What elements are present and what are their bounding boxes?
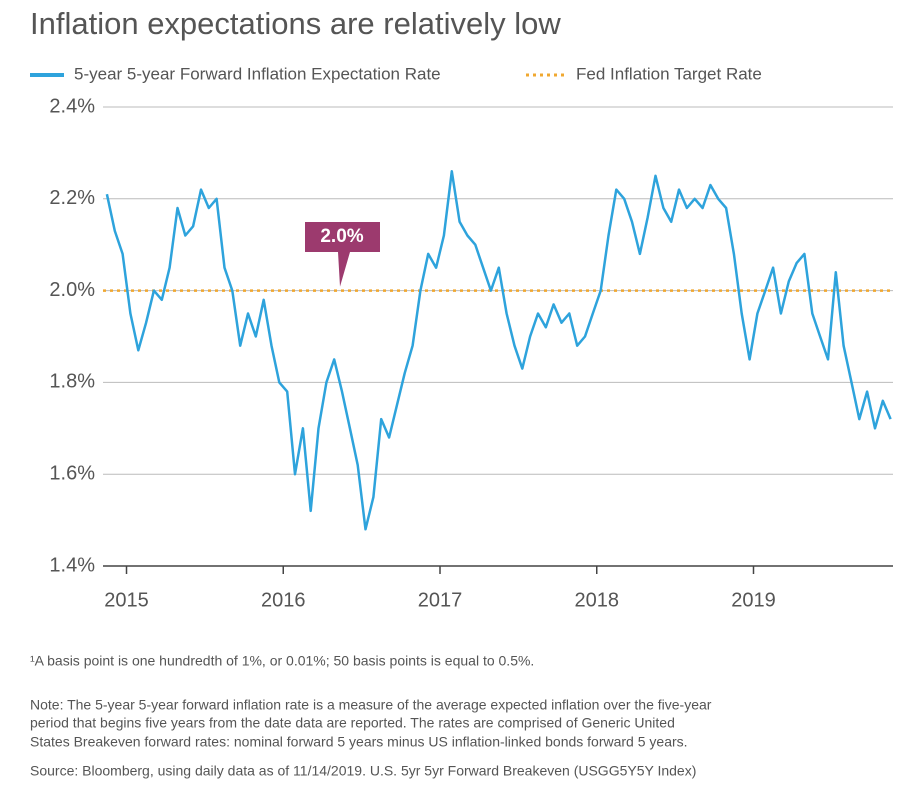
y-tick-label: 2.2%	[49, 187, 95, 209]
data-line	[105, 170, 892, 531]
y-tick-label: 1.6%	[49, 462, 95, 484]
note: ¹A basis point is one hundredth of 1%, o…	[30, 653, 534, 669]
x-tick-label: 2019	[731, 589, 776, 611]
note: period that begins five years from the d…	[30, 715, 675, 731]
callout-label: 2.0%	[320, 226, 363, 247]
note: States Breakeven forward rates: nominal …	[30, 734, 688, 750]
note: Note: The 5-year 5-year forward inflatio…	[30, 697, 712, 713]
y-tick-label: 2.0%	[49, 279, 95, 301]
x-tick-label: 2015	[104, 589, 149, 611]
x-tick-label: 2017	[418, 589, 463, 611]
chart-title: Inflation expectations are relatively lo…	[30, 6, 561, 41]
y-tick-label: 1.8%	[49, 371, 95, 393]
note: Source: Bloomberg, using daily data as o…	[30, 763, 696, 779]
y-tick-label: 2.4%	[49, 95, 95, 117]
y-tick-label: 1.4%	[49, 554, 95, 576]
callout-box	[305, 222, 380, 287]
x-tick-label: 2018	[575, 589, 620, 611]
legend-label: 5-year 5-year Forward Inflation Expectat…	[74, 64, 441, 83]
legend-label: Fed Inflation Target Rate	[576, 64, 762, 83]
x-tick-label: 2016	[261, 589, 306, 611]
